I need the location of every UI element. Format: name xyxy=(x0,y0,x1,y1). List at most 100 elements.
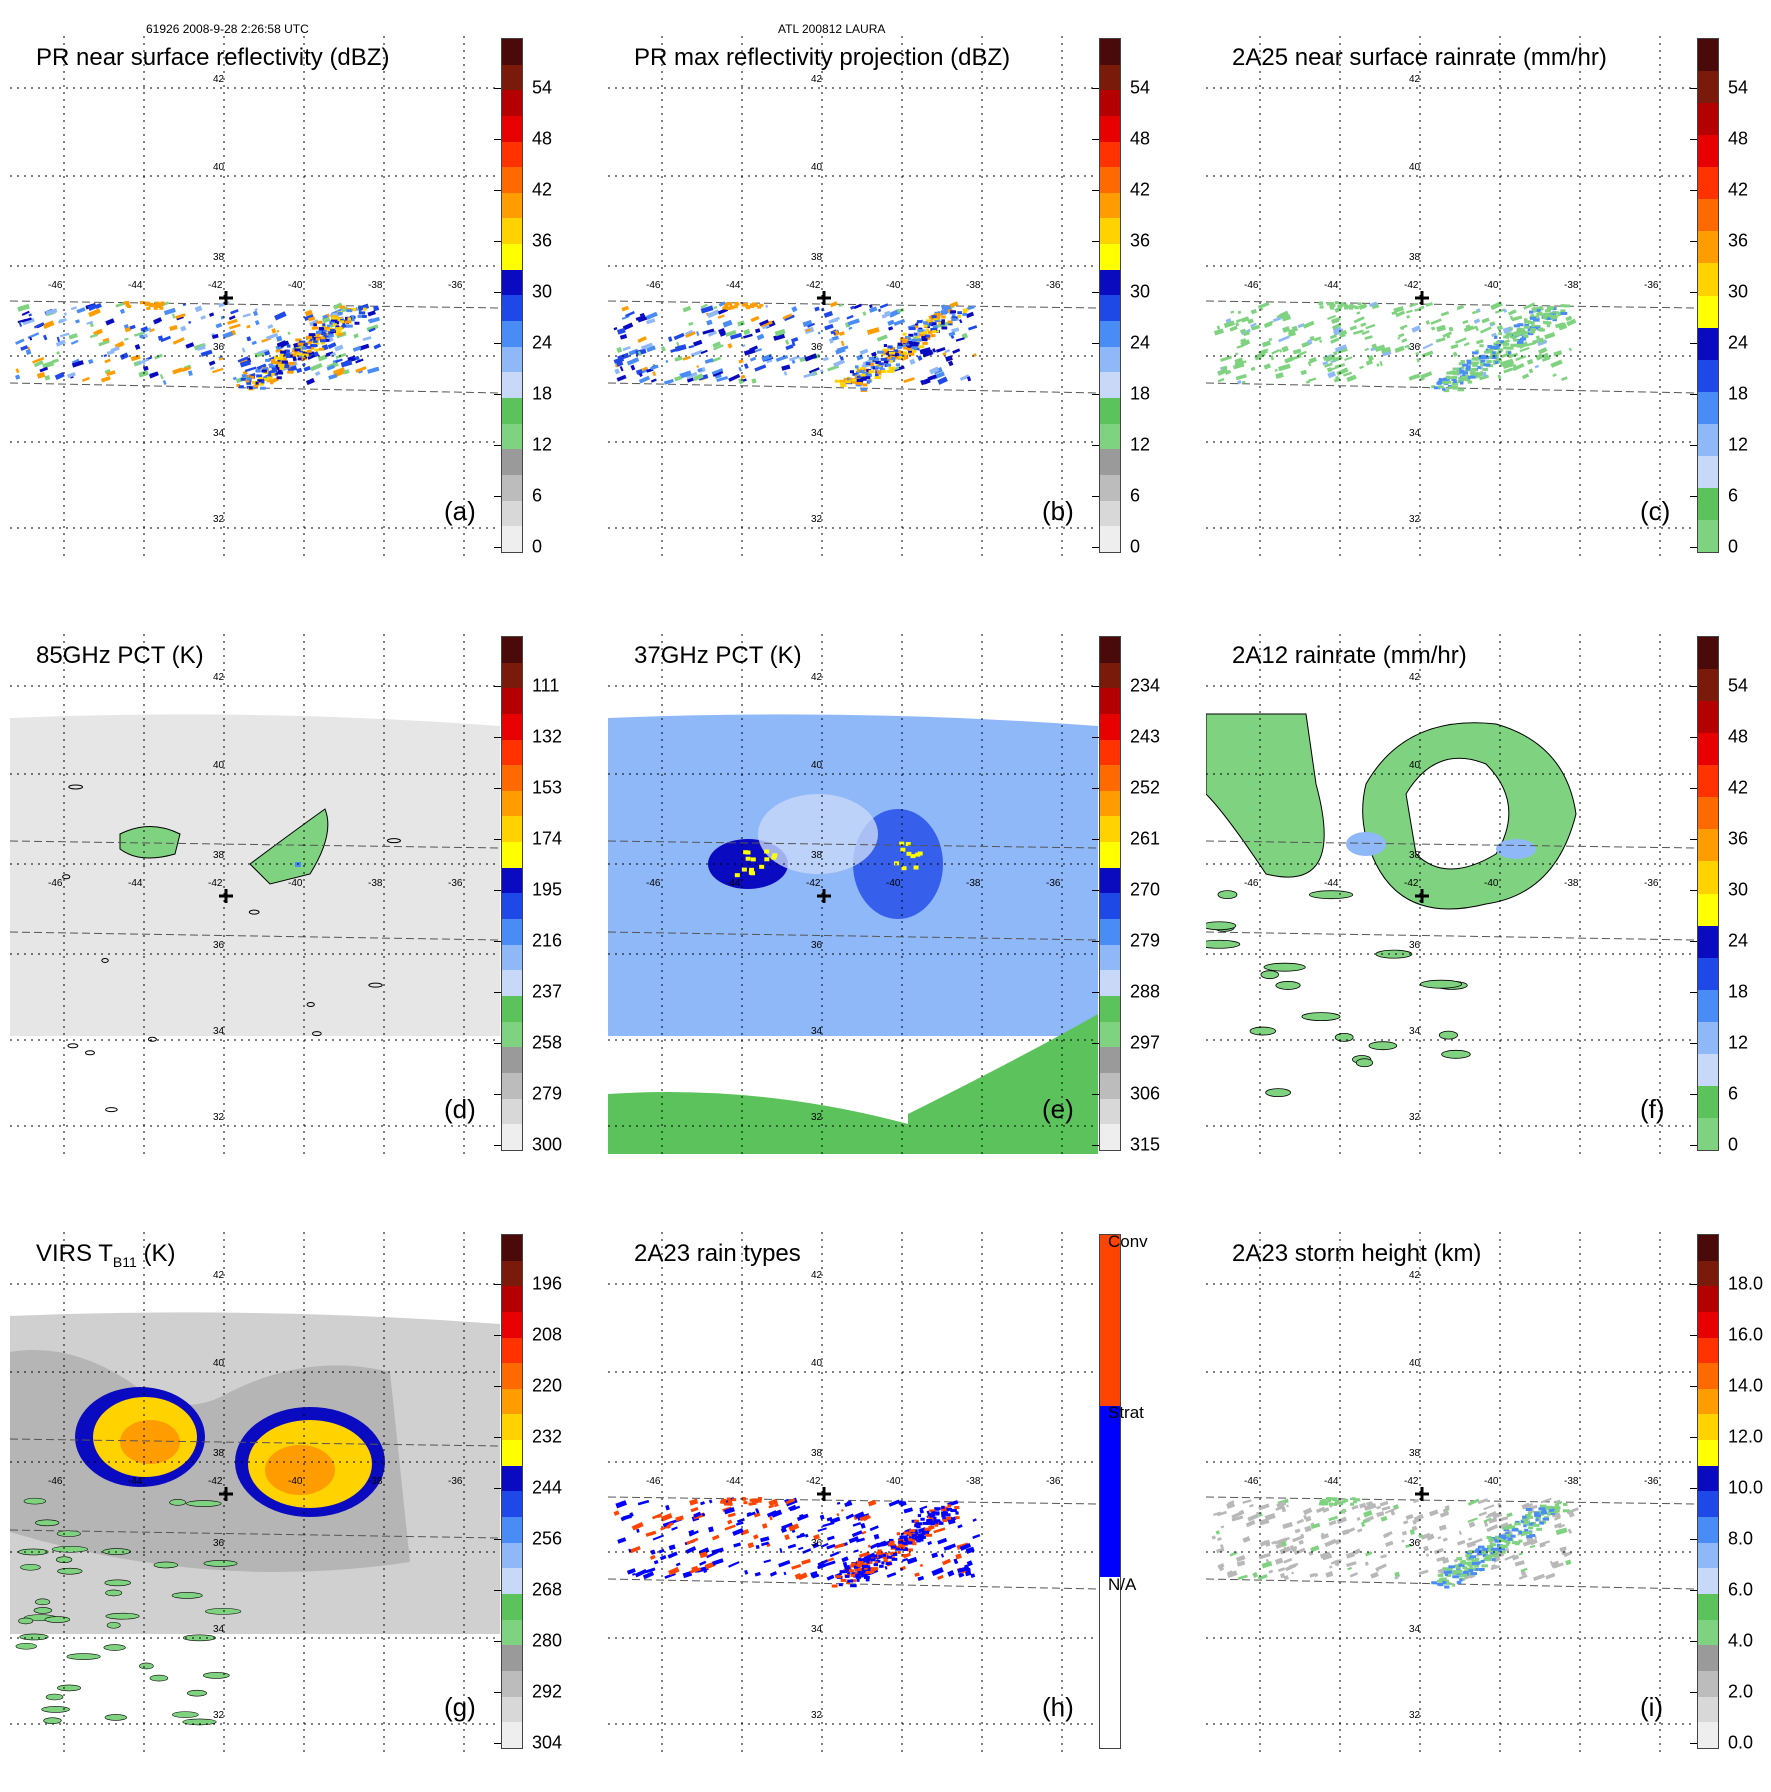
lon-label: -44 xyxy=(128,1476,143,1487)
colorbar-tick-label: 24 xyxy=(1728,332,1749,353)
swath-pixel xyxy=(852,1521,862,1527)
swath-pixel xyxy=(1505,335,1510,339)
swath-pixel xyxy=(33,360,44,368)
colorbar-tick-label: 132 xyxy=(532,726,563,747)
colorbar-tick-label: 42 xyxy=(532,179,553,200)
colorbar-tick-label: 24 xyxy=(1130,332,1151,353)
colorbar-segment xyxy=(1100,397,1120,424)
colorbar-segment xyxy=(1100,1405,1120,1577)
swath-pixel xyxy=(615,1500,628,1509)
colorbar-tick-mark xyxy=(494,839,501,840)
swath-pixel xyxy=(645,1567,656,1574)
swath-pixel xyxy=(260,386,266,390)
swath-pixel xyxy=(1474,1564,1480,1568)
colorbar-tick-label: 12 xyxy=(532,434,553,455)
swath-pixel xyxy=(1520,331,1525,335)
swath-pixel xyxy=(1533,318,1540,322)
colorbar-segment xyxy=(1100,842,1120,868)
swath-pixel xyxy=(241,374,247,378)
swath-pixel xyxy=(901,340,908,344)
swath-pixel xyxy=(312,334,316,338)
swath-pixel xyxy=(912,340,919,344)
panel-letter: (a) xyxy=(444,496,476,526)
swath-pixel xyxy=(144,301,149,305)
swath-pixel xyxy=(829,1551,840,1558)
swath-pixel xyxy=(877,308,882,313)
swath-pixel xyxy=(1216,325,1221,330)
swath-pixel xyxy=(917,355,923,361)
colorbar-tick-mark xyxy=(1092,941,1099,942)
swath-pixel xyxy=(859,348,869,355)
swath-pixel xyxy=(754,1571,761,1577)
swath-pixel xyxy=(881,1540,893,1547)
swath-pixel xyxy=(1527,321,1535,325)
swath-pixel xyxy=(181,366,191,372)
swath-pixel xyxy=(898,356,903,360)
colorbar-tick-label: 234 xyxy=(1130,675,1161,696)
swath-pixel xyxy=(889,1540,895,1544)
swath-pixel xyxy=(1548,1511,1556,1515)
swath-pixel xyxy=(1474,357,1481,361)
swath-pixel xyxy=(322,314,328,319)
swath-pixel xyxy=(1472,363,1478,367)
swath-pixel xyxy=(616,346,623,354)
swath-pixel xyxy=(959,1542,972,1551)
swath-pixel xyxy=(870,1569,875,1573)
swath-pixel xyxy=(368,327,376,333)
swath-pixel xyxy=(839,356,844,361)
swath-pixel xyxy=(1482,371,1488,378)
colorbar-tick-mark xyxy=(1690,496,1697,497)
swath-pixel xyxy=(1529,1544,1536,1549)
swath-pixel xyxy=(368,316,381,324)
swath-pixel xyxy=(863,1575,870,1579)
swath-pixel xyxy=(1304,1515,1312,1522)
colorbar xyxy=(1697,636,1719,1151)
swath-pixel xyxy=(881,353,885,357)
swath-pixel xyxy=(1279,310,1289,319)
panel-title: 85GHz PCT (K) xyxy=(36,642,204,669)
swath-pixel xyxy=(1486,1524,1499,1533)
swath-pixel xyxy=(931,330,937,334)
swath-pixel xyxy=(352,345,362,352)
lat-label: 42 xyxy=(1409,672,1421,683)
swath-pixel xyxy=(917,1575,925,1581)
swath-pixel xyxy=(1504,1539,1511,1543)
lat-label: 36 xyxy=(811,1538,823,1549)
swath-pixel xyxy=(935,1507,940,1511)
colorbar-segment xyxy=(502,1235,522,1261)
swath-pixel xyxy=(1334,344,1347,353)
swath-pixel xyxy=(940,1553,945,1558)
swath-pixel xyxy=(276,376,282,380)
swath-pixel xyxy=(660,345,666,352)
swath-pixel xyxy=(1247,318,1254,325)
swath-pixel xyxy=(1319,1551,1331,1559)
swath-pixel xyxy=(1529,1522,1535,1526)
colorbar-tick-mark xyxy=(1690,241,1697,242)
colorbar-segment xyxy=(502,39,522,65)
swath-pixel xyxy=(119,308,126,315)
swath-pixel xyxy=(1217,1537,1222,1541)
storm-center-marker xyxy=(1415,1487,1429,1501)
swath-pixel xyxy=(811,1573,820,1579)
swath-pixel xyxy=(1318,1502,1323,1506)
swath-pixel xyxy=(1439,1583,1443,1587)
swath-pixel xyxy=(1313,336,1322,342)
swath-pixel xyxy=(850,1584,857,1588)
lon-label: -44 xyxy=(1324,280,1339,291)
colorbar-segment xyxy=(502,269,522,296)
swath-pixel xyxy=(303,343,308,347)
lon-label: -44 xyxy=(1324,1476,1339,1487)
swath-pixel xyxy=(796,1533,806,1539)
swath-pixel xyxy=(823,1560,836,1567)
swath-pixel xyxy=(916,320,923,324)
swath-pixel xyxy=(1225,318,1232,324)
swath-pixel xyxy=(94,303,102,310)
swath-pixel xyxy=(645,1530,657,1537)
swath-pixel xyxy=(632,1573,636,1576)
swath-pixel xyxy=(1479,344,1484,348)
swath-pixel xyxy=(1542,320,1549,324)
swath-pixel xyxy=(1511,1528,1519,1532)
swath-pixel xyxy=(1291,1571,1295,1575)
lat-lon-grid xyxy=(1206,1232,1696,1752)
swath-pixel xyxy=(329,322,334,326)
